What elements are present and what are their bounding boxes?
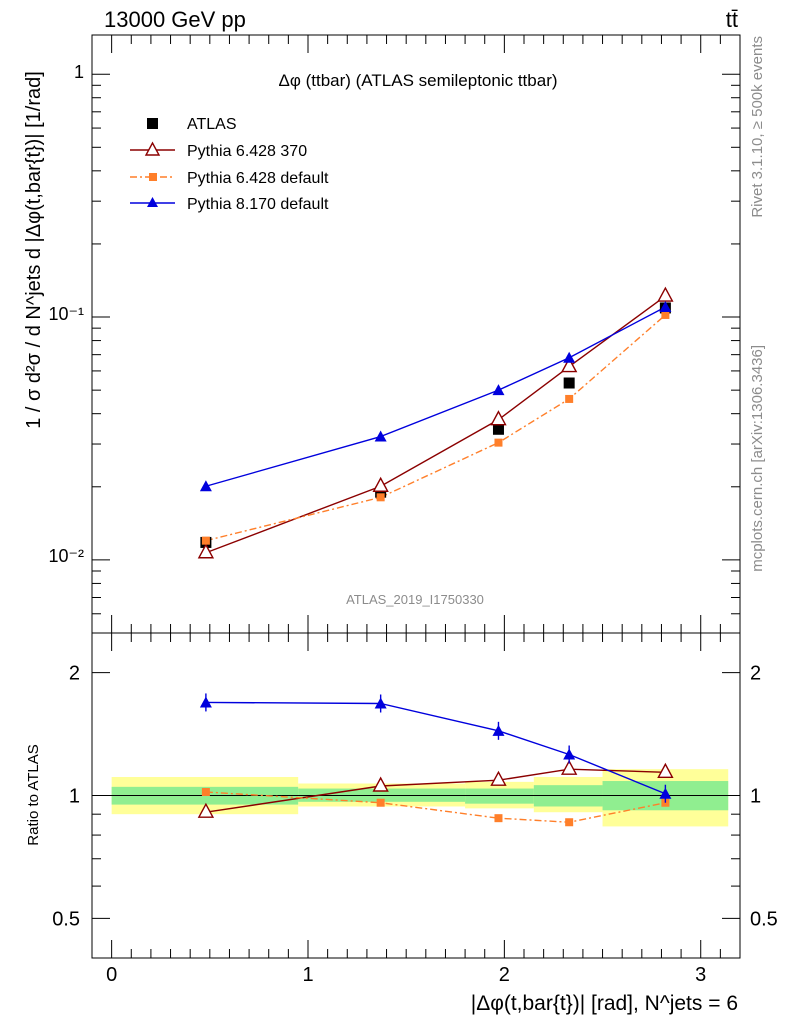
x-tick-labels: 0 1 2 3 xyxy=(106,964,706,986)
process-label: tt̄ xyxy=(726,7,738,32)
atlas-point xyxy=(375,486,387,498)
ratio-y-tick-label-right: 1 xyxy=(750,786,761,808)
pythia-8-170-default-point xyxy=(563,351,576,363)
x-tick-label: 2 xyxy=(499,964,510,986)
ratio-tick-labels: 0.5 0.5 1 1 2 2 xyxy=(52,663,778,931)
y-tick-label-1: 1 xyxy=(74,62,84,82)
pythia-6-428-default-point xyxy=(565,394,574,403)
pythia-6-428-default-point xyxy=(376,493,385,502)
ratio-pythia-6-428-default-point xyxy=(565,818,574,827)
rivet-version-label: Rivet 3.1.10, ≥ 500k events xyxy=(749,36,766,218)
plot-title: Δφ (ttbar) (ATLAS semileptonic ttbar) xyxy=(278,71,557,90)
legend-marker-atlas xyxy=(147,118,158,129)
ratio-pythia-6-428-default-line xyxy=(205,791,666,823)
atlas-point xyxy=(563,377,575,389)
legend-marker-py6-370 xyxy=(144,141,161,156)
pythia-6-428-370-line xyxy=(205,295,666,554)
legend: ATLAS Pythia 6.428 370 Pythia 6.428 defa… xyxy=(130,116,329,213)
ratio-pythia-8-170-default-point xyxy=(199,696,212,708)
ratio-pythia-6-428-default-point xyxy=(661,798,670,807)
ratio-pythia-6-428-370-point xyxy=(372,776,389,792)
legend-label-py6-default: Pythia 6.428 default xyxy=(187,170,329,187)
mcplots-label: mcplots.cern.ch [arXiv:1306.3436] xyxy=(749,345,766,572)
inner-uncertainty-band xyxy=(465,788,534,804)
analysis-watermark: ATLAS_2019_I1750330 xyxy=(346,592,484,607)
energy-label: 13000 GeV pp xyxy=(104,7,246,32)
ratio-pythia-6-428-370-point xyxy=(657,762,674,778)
legend-marker-py8-default xyxy=(147,197,158,207)
ratio-y-tick-label-left: 1 xyxy=(69,786,80,808)
pythia-6-428-default-point xyxy=(661,310,670,319)
ratio-pythia-6-428-default-point xyxy=(201,787,210,796)
legend-label-py8-default: Pythia 8.170 default xyxy=(187,196,329,213)
ratio-pythia-8-170-default-point xyxy=(659,787,672,799)
legend-entry-py8-default: Pythia 8.170 default xyxy=(130,196,329,213)
pythia-6-428-370-point xyxy=(490,410,507,426)
ratio-y-tick-label-left: 0.5 xyxy=(52,908,80,930)
ratio-y-axis-title: Ratio to ATLAS xyxy=(25,744,42,845)
y-tick-label-0p1: 10⁻¹ xyxy=(48,304,84,324)
pythia-6-428-default-line xyxy=(205,314,666,542)
ratio-y-tick-label-right: 2 xyxy=(750,663,761,685)
pythia-8-170-default-point xyxy=(374,430,387,442)
legend-entry-py6-370: Pythia 6.428 370 xyxy=(130,141,307,160)
legend-label-py6-370: Pythia 6.428 370 xyxy=(187,143,307,160)
ratio-pythia-6-428-default-point xyxy=(376,798,385,807)
pythia-6-428-370-point xyxy=(657,286,674,302)
y-tick-label-0p01: 10⁻² xyxy=(48,546,84,566)
x-axis-title: |Δφ(t,bar{t})| [rad], N^jets = 6 xyxy=(471,992,738,1015)
legend-entry-py6-default: Pythia 6.428 default xyxy=(130,170,329,187)
main-axis-ticks xyxy=(92,35,741,634)
pythia-6-428-370-point xyxy=(372,476,389,492)
x-tick-label: 3 xyxy=(695,964,706,986)
x-tick-label: 1 xyxy=(302,964,313,986)
main-series xyxy=(197,286,674,559)
ratio-y-tick-label-right: 0.5 xyxy=(750,908,778,930)
pythia-8-170-default-point xyxy=(199,480,212,492)
main-y-axis-title: 1 / σ d²σ / d N^jets d |Δφ(t,bar{t})| [1… xyxy=(23,71,45,429)
ratio-pythia-6-428-default-point xyxy=(494,814,503,823)
pythia-6-428-370-point xyxy=(197,543,215,559)
ratio-pythia-8-170-default-point xyxy=(563,748,576,760)
pythia-6-428-default-point xyxy=(201,536,210,545)
ratio-pythia-8-170-default-point xyxy=(374,697,387,709)
pythia-8-170-default-line xyxy=(205,306,666,487)
atlas-point xyxy=(492,423,504,435)
ratio-series xyxy=(197,693,674,827)
legend-label-atlas: ATLAS xyxy=(187,116,237,133)
x-tick-label: 0 xyxy=(106,964,117,986)
legend-marker-py6-default xyxy=(149,173,157,181)
ratio-pythia-8-170-default-point xyxy=(492,724,505,736)
ratio-axis-ticks xyxy=(92,633,741,959)
pythia-8-170-default-point xyxy=(659,300,672,312)
ratio-y-tick-label-left: 2 xyxy=(69,663,80,685)
pythia-8-170-default-point xyxy=(492,384,505,396)
legend-entry-atlas: ATLAS xyxy=(147,116,237,133)
ratio-pythia-6-428-370-point xyxy=(560,759,578,775)
pythia-6-428-370-point xyxy=(560,357,578,373)
pythia-6-428-default-point xyxy=(494,438,503,447)
ratio-pythia-6-428-370-point xyxy=(490,770,507,786)
ratio-pythia-6-428-370-point xyxy=(197,802,215,818)
